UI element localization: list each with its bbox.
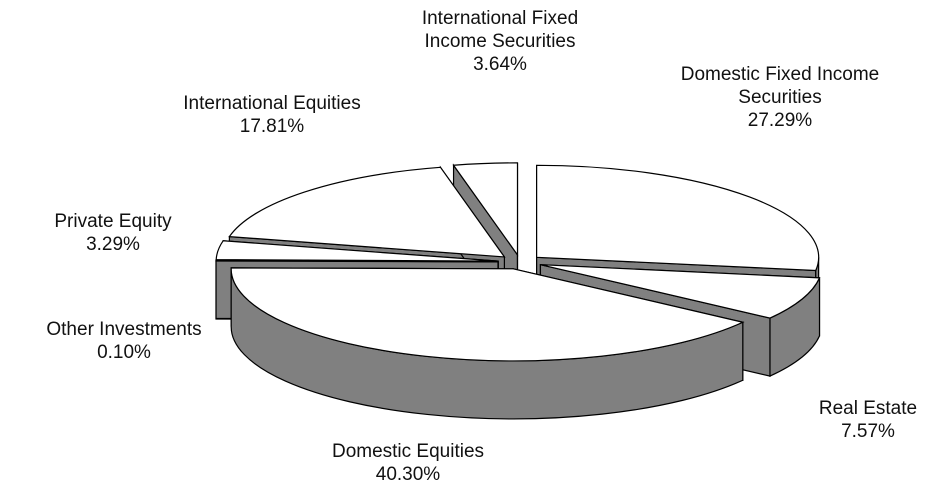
value-label: 27.29% — [747, 110, 813, 131]
value-label: 0.10% — [97, 342, 151, 363]
slice — [540, 264, 821, 319]
category-label: Domestic Fixed Income Securities — [680, 64, 880, 108]
category-label: Private Equity — [54, 211, 172, 232]
category-label: Other Investments — [46, 319, 202, 340]
slice-label: Other Investments 0.10% — [4, 318, 244, 364]
slice — [215, 259, 499, 263]
slice — [215, 240, 499, 262]
slice-label: Private Equity 3.29% — [13, 210, 213, 256]
slice-label: International Equities 17.81% — [142, 92, 402, 138]
slice — [230, 267, 745, 362]
value-label: 3.29% — [86, 234, 140, 255]
value-label: 17.81% — [239, 116, 305, 137]
value-label: 7.57% — [841, 421, 895, 442]
value-label: 40.30% — [375, 464, 441, 485]
slice-label: Real Estate 7.57% — [793, 397, 935, 443]
category-label: Domestic Equities — [331, 441, 485, 462]
slice-label: Domestic Equities 40.30% — [278, 440, 538, 486]
category-label: Real Estate — [818, 398, 918, 419]
category-label: International Fixed Income Securities — [421, 8, 579, 52]
slice-label: International Fixed Income Securities 3.6… — [420, 7, 580, 76]
category-label: International Equities — [183, 93, 361, 114]
slice — [536, 164, 820, 272]
slice — [228, 166, 506, 258]
slice — [452, 162, 519, 257]
value-label: 3.64% — [473, 54, 527, 75]
slice-label: Domestic Fixed Income Securities 27.29% — [675, 63, 885, 132]
